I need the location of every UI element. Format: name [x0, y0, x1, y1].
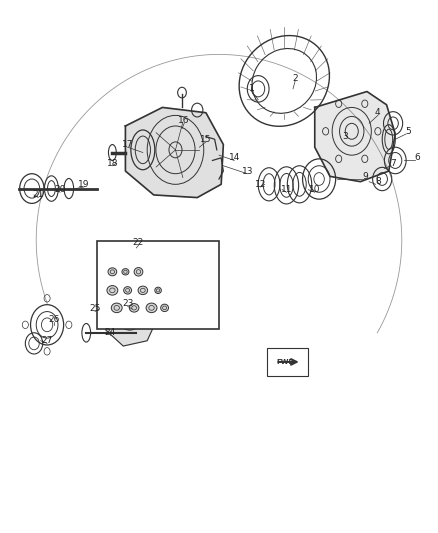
Text: 19: 19 [78, 180, 90, 189]
Text: 26: 26 [48, 315, 59, 324]
Ellipse shape [134, 268, 143, 276]
Text: 22: 22 [133, 238, 144, 247]
Text: 5: 5 [406, 127, 411, 136]
Text: 17: 17 [122, 140, 133, 149]
Ellipse shape [108, 268, 117, 276]
Text: 6: 6 [414, 154, 420, 163]
Text: 12: 12 [254, 180, 266, 189]
Ellipse shape [129, 304, 139, 312]
Text: 24: 24 [105, 328, 116, 337]
Text: 23: 23 [122, 299, 133, 308]
Text: 2: 2 [292, 74, 298, 83]
Text: 16: 16 [178, 116, 190, 125]
Text: 20: 20 [54, 185, 66, 194]
Text: 21: 21 [33, 190, 44, 199]
Polygon shape [106, 277, 158, 346]
Ellipse shape [155, 287, 161, 294]
Ellipse shape [146, 303, 157, 313]
Text: 27: 27 [42, 336, 53, 345]
FancyBboxPatch shape [267, 348, 308, 376]
Text: 4: 4 [375, 108, 381, 117]
Text: 3: 3 [343, 132, 348, 141]
Ellipse shape [107, 286, 118, 295]
Text: 8: 8 [375, 177, 381, 186]
Text: 18: 18 [106, 159, 118, 167]
Text: 14: 14 [229, 154, 240, 163]
Text: 9: 9 [362, 172, 367, 181]
Text: 1: 1 [249, 84, 254, 93]
Ellipse shape [161, 304, 169, 312]
Text: 7: 7 [390, 159, 396, 167]
FancyBboxPatch shape [97, 241, 219, 329]
Text: 11: 11 [281, 185, 292, 194]
Text: 25: 25 [89, 304, 101, 313]
Ellipse shape [138, 286, 148, 295]
Text: 10: 10 [309, 185, 321, 194]
Text: 15: 15 [200, 135, 212, 144]
Polygon shape [125, 108, 223, 198]
Text: 13: 13 [241, 166, 253, 175]
Polygon shape [315, 92, 395, 182]
Ellipse shape [122, 269, 129, 275]
Ellipse shape [111, 303, 122, 313]
Text: FWD: FWD [276, 359, 295, 365]
Ellipse shape [124, 287, 131, 294]
